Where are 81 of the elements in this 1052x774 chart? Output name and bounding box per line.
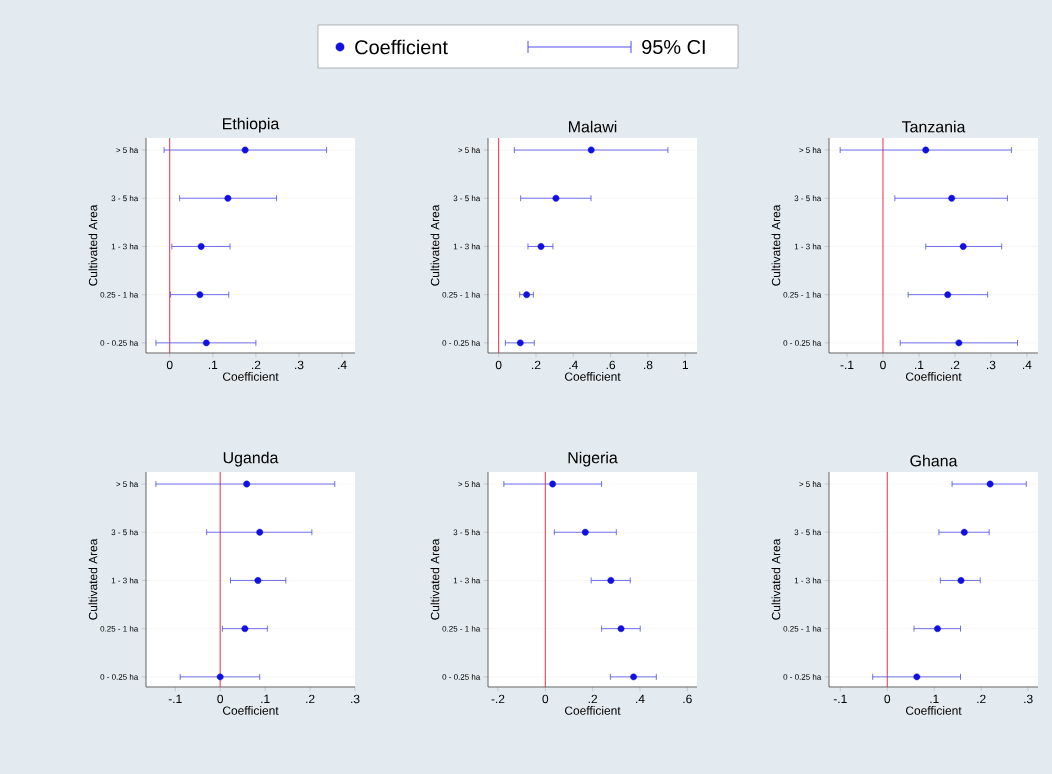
point xyxy=(934,625,941,633)
x-tick-label: 0 xyxy=(217,694,224,704)
point xyxy=(549,480,557,488)
point xyxy=(959,243,967,250)
x-tick-label: .2 xyxy=(532,360,541,370)
x-tick-label: 0 xyxy=(495,360,502,370)
x-tick-label: .4 xyxy=(1022,360,1032,369)
x-tick-label: .4 xyxy=(569,360,578,369)
y-axis-title: Cultivated Area xyxy=(430,204,440,286)
point xyxy=(537,243,545,250)
point xyxy=(944,291,952,299)
chart-title: Nigeria xyxy=(568,451,618,467)
x-axis-title: Coefficient xyxy=(905,706,962,715)
x-tick-label: .4 xyxy=(636,694,645,703)
point xyxy=(241,625,249,633)
y-axis-title: Cultivated Area xyxy=(430,538,440,620)
x-axis-title: Coefficient xyxy=(222,372,279,381)
point xyxy=(955,339,963,347)
point xyxy=(516,339,524,347)
point xyxy=(241,146,249,154)
x-tick-label: .3 xyxy=(351,694,360,704)
x-axis-title: Coefficient xyxy=(564,372,621,381)
point xyxy=(922,146,930,154)
point xyxy=(630,673,637,681)
point xyxy=(552,194,560,202)
legend-label: Coefficient xyxy=(355,39,448,55)
x-tick-label: .2 xyxy=(588,694,598,704)
point xyxy=(216,673,224,681)
x-tick-label: .1 xyxy=(930,694,939,703)
x-tick-label: .2 xyxy=(252,360,261,370)
x-axis-title: Coefficient xyxy=(905,372,962,381)
point xyxy=(254,577,262,584)
point xyxy=(617,625,625,633)
x-tick-label: -.2 xyxy=(491,694,505,704)
x-tick-label: .2 xyxy=(951,360,960,370)
y-axis-title: Cultivated Area xyxy=(771,204,781,286)
x-tick-label: 0 xyxy=(880,360,886,370)
x-tick-label: 0 xyxy=(542,694,549,704)
x-tick-label: .1 xyxy=(915,360,924,369)
x-tick-label: -.1 xyxy=(168,694,182,703)
x-tick-label: .8 xyxy=(644,360,653,370)
point xyxy=(986,480,994,488)
chart-title: Uganda xyxy=(223,451,279,467)
point xyxy=(960,528,968,536)
point xyxy=(948,194,956,202)
x-axis-title: Coefficient xyxy=(222,706,279,715)
x-tick-label: -.1 xyxy=(840,360,854,369)
point xyxy=(581,528,589,536)
point xyxy=(243,480,251,488)
point xyxy=(256,528,264,536)
chart-title: Tanzania xyxy=(901,120,966,133)
x-tick-label: .2 xyxy=(977,694,986,704)
point xyxy=(587,146,595,154)
x-tick-label: .6 xyxy=(606,360,616,370)
point xyxy=(197,243,205,250)
point xyxy=(224,194,232,202)
chart-title: Ethiopia xyxy=(223,117,280,133)
y-axis-title: Cultivated Area xyxy=(771,538,781,620)
y-axis-title: Cultivated Area xyxy=(88,204,98,286)
x-tick-label: .2 xyxy=(306,694,315,704)
x-tick-label: .3 xyxy=(1024,694,1033,704)
x-tick-label: 0 xyxy=(166,360,173,370)
point xyxy=(913,673,921,681)
point xyxy=(196,291,204,299)
point xyxy=(957,577,965,584)
text: 95% CI xyxy=(642,39,705,55)
x-tick-label: .4 xyxy=(338,360,347,369)
x-tick-label: 1 xyxy=(682,360,688,369)
chart-title: Ghana xyxy=(910,454,958,467)
x-tick-label: -.1 xyxy=(833,694,847,703)
y-axis-title: Cultivated Area xyxy=(88,538,98,620)
x-tick-label: .3 xyxy=(295,360,304,370)
x-tick-label: .3 xyxy=(987,360,996,370)
point xyxy=(202,339,210,347)
x-tick-label: .1 xyxy=(261,694,270,703)
chart-title: Malawi xyxy=(569,120,617,133)
x-axis-title: Coefficient xyxy=(564,706,621,715)
point xyxy=(607,577,615,584)
x-tick-label: .6 xyxy=(683,694,692,704)
x-tick-label: .1 xyxy=(208,360,218,369)
x-tick-label: 0 xyxy=(884,694,891,704)
